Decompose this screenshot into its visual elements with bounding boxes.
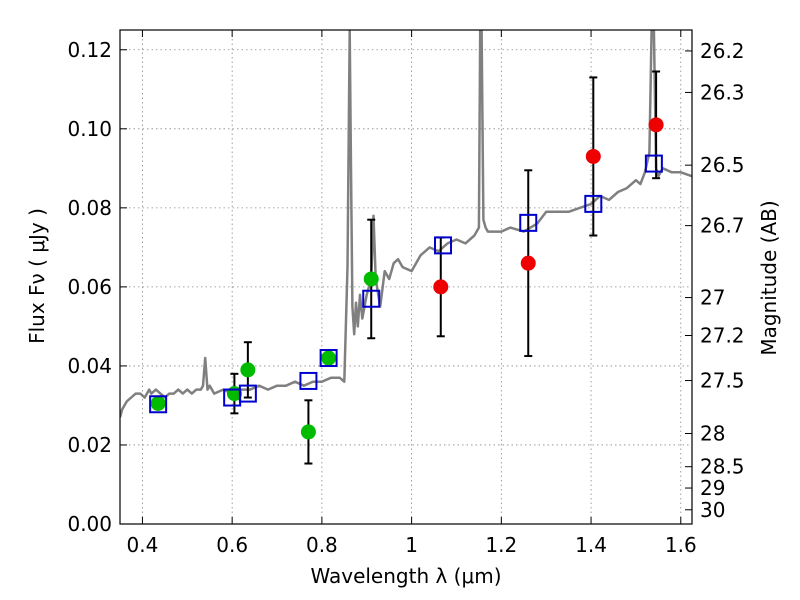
y-tick-label: 0.10	[67, 117, 112, 141]
data-point	[300, 424, 316, 440]
data-point	[150, 395, 166, 411]
error-bars	[230, 70, 661, 465]
model-square	[644, 154, 663, 173]
y2-tick-label: 30	[700, 498, 725, 522]
data-point	[585, 148, 601, 164]
model-square	[238, 384, 257, 403]
model-square	[149, 395, 168, 414]
y2-tick-label: 26.7	[700, 214, 745, 238]
x-tick-label: 1	[405, 533, 418, 557]
y2-tick-label: 28.5	[700, 455, 745, 479]
y2-tick-label: 26.2	[700, 39, 745, 63]
x-tick-label: 1.2	[485, 533, 517, 557]
model-square	[434, 236, 453, 255]
plot-frame	[119, 29, 693, 525]
model-square	[362, 289, 381, 308]
x-tick-label: 0.8	[306, 533, 338, 557]
y2-tick-label: 29	[700, 476, 725, 500]
y-tick-label: 0.00	[67, 512, 112, 536]
y-tick-label: 0.12	[67, 38, 112, 62]
x-axis-label: Wavelength λ (μm)	[310, 564, 501, 588]
model-square	[319, 349, 338, 368]
y2-tick-label: 28	[700, 421, 725, 445]
grid	[120, 30, 692, 525]
data-point	[240, 362, 256, 378]
axis-ticks: 0.4 0.6 0.8 1 1.2 1.4 1.6 0.00 0.02 0.04 0.06 0.08 0…	[67, 30, 745, 557]
x-tick-label: 0.6	[216, 533, 248, 557]
model-square	[299, 371, 318, 390]
y2-tick-label: 26.5	[700, 153, 745, 177]
model-square	[584, 194, 603, 213]
y2-tick-label: 27.2	[700, 323, 745, 347]
x-tick-label: 1.4	[575, 533, 607, 557]
x-tick-label: 1.6	[665, 533, 697, 557]
y2-tick-label: 27.5	[700, 369, 745, 393]
y2-axis-label: Magnitude (AB)	[757, 200, 781, 355]
y-tick-label: 0.02	[67, 433, 112, 457]
model-square	[519, 213, 538, 232]
data-point	[363, 271, 379, 287]
y-tick-label: 0.08	[67, 196, 112, 220]
data-point	[433, 279, 449, 295]
spectrum-line-layer	[120, 30, 692, 418]
data-point	[648, 117, 664, 133]
data-point	[520, 255, 536, 271]
y2-tick-label: 27	[700, 286, 725, 310]
y-tick-label: 0.06	[67, 275, 112, 299]
y-axis-label: Flux Fν ( μJy )	[25, 208, 49, 344]
data-markers	[149, 117, 664, 440]
y-tick-label: 0.04	[67, 354, 112, 378]
data-point	[321, 350, 337, 366]
y2-tick-label: 26.3	[700, 80, 745, 104]
spectrum-line	[120, 30, 692, 418]
x-tick-label: 0.4	[127, 533, 159, 557]
